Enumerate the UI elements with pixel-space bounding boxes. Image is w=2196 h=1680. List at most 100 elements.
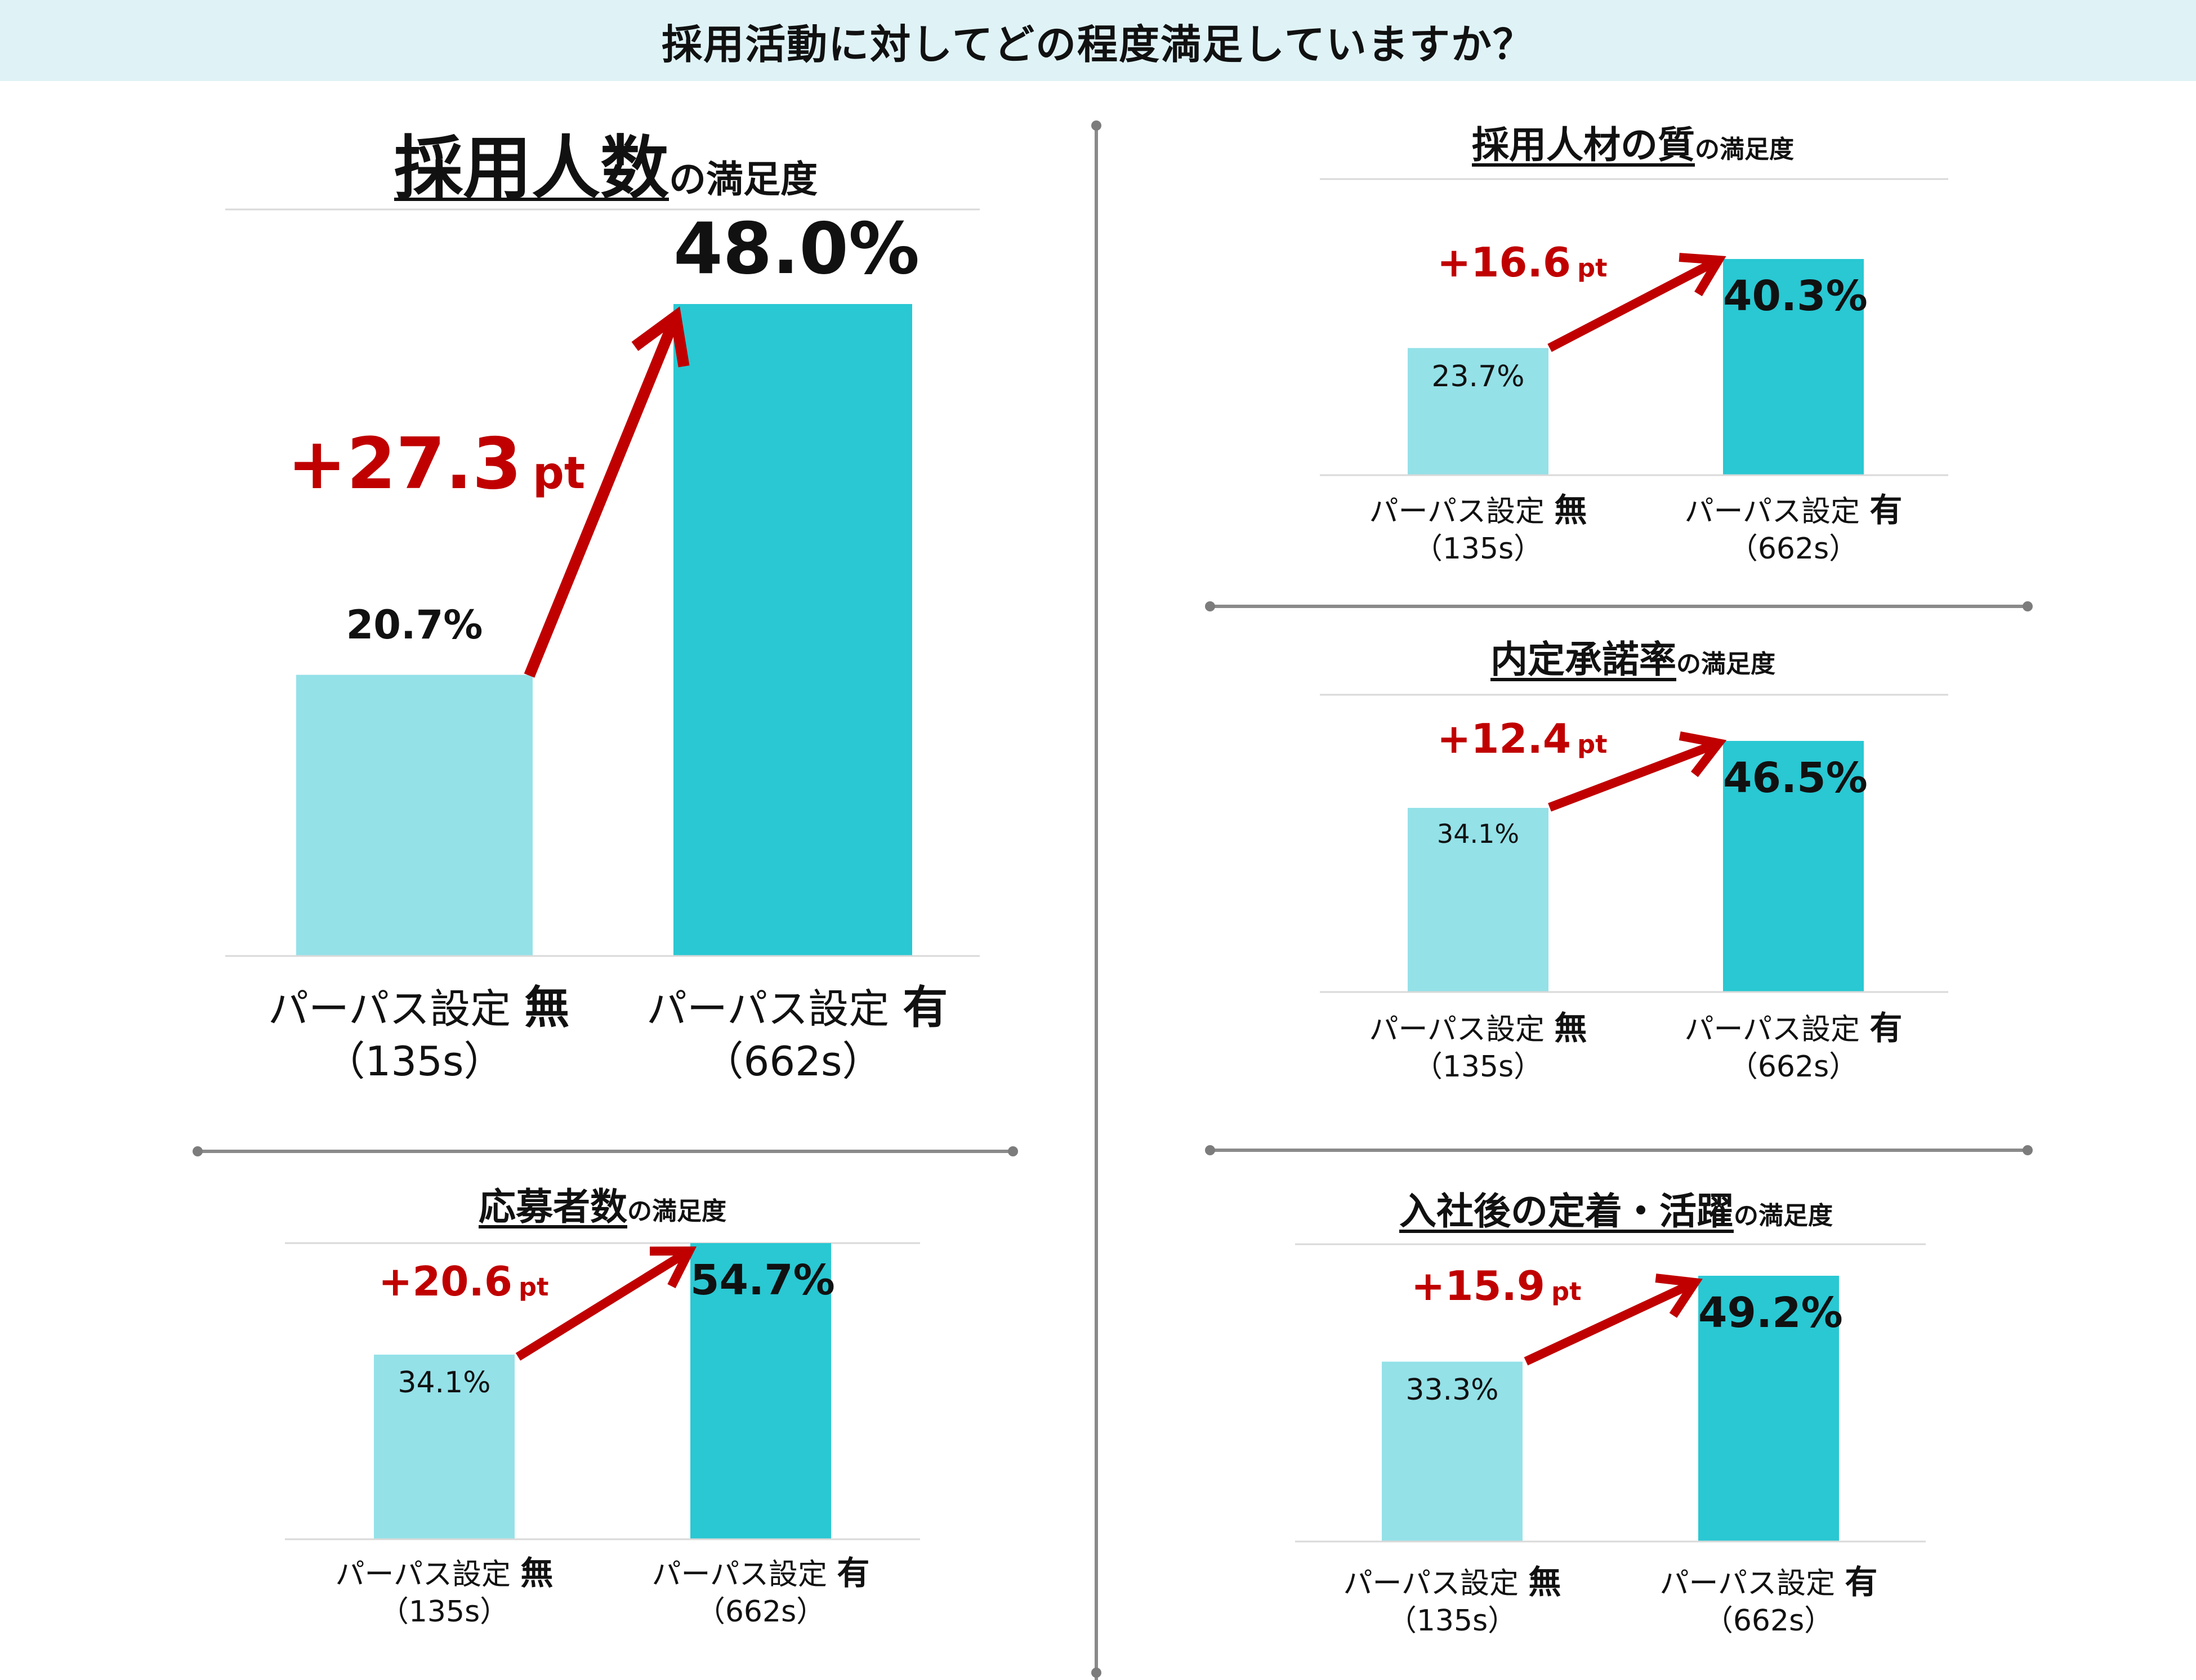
difference-value: +27.3: [287, 422, 522, 505]
chart-panel: 採用人数の満足度 20.7% パーパス設定無（135s） 48.0% パーパス設定有（6…: [191, 101, 1025, 1126]
bar-value-label: 34.1%: [398, 1366, 491, 1400]
chart-panel: 採用人材の質の満足度 23.7% パーパス設定無（135s） 40.3% パーパス設定有…: [1318, 101, 1948, 586]
divider-end-dot: [2023, 1145, 2033, 1155]
category-label: パーパス設定有（662s）: [1647, 490, 1940, 568]
category-label: パーパス設定無（135s）: [1332, 490, 1624, 568]
category-text: パーパス設定: [1659, 1567, 1836, 1601]
difference-value: +16.6: [1437, 239, 1571, 286]
bar-value-label: 49.2%: [1698, 1289, 1843, 1338]
bar-with-purpose: [1723, 741, 1864, 992]
increase-arrow-shaft: [1548, 739, 1720, 812]
increase-arrow-head: [1679, 253, 1726, 297]
chart-title-suffix: の満足度: [627, 1197, 726, 1226]
category-sample-size: （662s）: [695, 1594, 826, 1629]
increase-arrow-head: [1679, 731, 1727, 778]
chart-title-main: 応募者数: [479, 1185, 627, 1228]
category-sample-size: （135s）: [1387, 1603, 1517, 1638]
category-flag: 有: [1869, 1009, 1903, 1047]
category-name: パーパス設定有: [1647, 490, 1940, 531]
chart-plot: [1320, 694, 1948, 993]
category-name: パーパス設定無: [1332, 1008, 1624, 1049]
chart-plot: [1320, 178, 1948, 476]
chart-title-suffix: の満足度: [1676, 650, 1775, 678]
chart-title-suffix: の満足度: [669, 158, 818, 201]
question-banner: 採用活動に対してどの程度満足していますか？: [0, 0, 2196, 81]
increase-arrow-head: [1655, 1274, 1703, 1318]
increase-arrow-shaft: [1547, 256, 1721, 352]
category-sample-size: （135s）: [1413, 531, 1543, 566]
chart-title: 採用人材の質の満足度: [1318, 115, 1948, 169]
category-label: パーパス設定無（135s）: [298, 1553, 591, 1630]
difference-unit: pt: [532, 448, 586, 499]
vertical-divider: [1095, 125, 1098, 1680]
category-label: パーパス設定無（135s）: [1306, 1562, 1599, 1639]
increase-arrow-shaft: [515, 1247, 692, 1361]
category-flag: 無: [524, 981, 570, 1034]
category-name: パーパス設定有: [1622, 1562, 1915, 1603]
bar-with-purpose: [1723, 259, 1864, 475]
category-flag: 有: [837, 1554, 870, 1592]
category-sample-size: （135s）: [1413, 1049, 1543, 1084]
category-name: パーパス設定無: [1306, 1562, 1599, 1603]
difference-label: +16.6 pt: [1437, 239, 1607, 286]
chart-panel: 入社後の定着・活躍の満足度 33.3% パーパス設定無（135s） 49.2% パーパス…: [1295, 1165, 1937, 1661]
chart-title-main: 採用人材の質: [1472, 123, 1695, 167]
bar-value-label: 40.3%: [1723, 272, 1868, 321]
bar-with-purpose: [690, 1243, 831, 1539]
divider-end-dot: [1205, 1145, 1215, 1155]
category-flag: 無: [1554, 491, 1587, 529]
bar-value-label: 54.7%: [690, 1256, 835, 1305]
bar-without-purpose: [1408, 348, 1548, 475]
chart-title: 内定承諾率の満足度: [1318, 629, 1948, 683]
category-label: パーパス設定無（135s）: [268, 980, 569, 1087]
category-text: パーパス設定: [335, 1558, 511, 1592]
chart-title-main: 入社後の定着・活躍: [1399, 1190, 1734, 1233]
category-label: パーパス設定無（135s）: [1332, 1008, 1624, 1085]
category-sample-size: （135s）: [324, 1038, 505, 1085]
category-label: パーパス設定有（662s）: [646, 980, 948, 1087]
chart-plot: [285, 1242, 920, 1540]
category-name: パーパス設定有: [614, 1553, 907, 1594]
divider-end-dot: [193, 1146, 203, 1156]
category-text: パーパス設定: [1684, 495, 1860, 529]
bar-with-purpose: [1698, 1276, 1839, 1542]
category-label: パーパス設定有（662s）: [614, 1553, 907, 1630]
divider-end-dot: [1091, 1668, 1101, 1678]
difference-label: +20.6 pt: [378, 1258, 548, 1305]
category-label: パーパス設定有（662s）: [1622, 1562, 1915, 1639]
divider-end-dot: [1091, 120, 1101, 131]
category-text: パーパス設定: [1369, 495, 1545, 529]
bar-value-label: 20.7%: [346, 601, 483, 648]
category-flag: 無: [520, 1554, 554, 1592]
category-text: パーパス設定: [651, 1558, 828, 1592]
chart-panel: 内定承諾率の満足度 34.1% パーパス設定無（135s） 46.5% パーパス設定有（…: [1318, 616, 1948, 1111]
bar-value-label: 46.5%: [1723, 754, 1868, 803]
bar-without-purpose: [374, 1355, 515, 1539]
horizontal-divider: [1209, 1149, 2027, 1152]
category-sample-size: （662s）: [1728, 1049, 1859, 1084]
chart-title: 入社後の定着・活躍の満足度: [1295, 1181, 1937, 1235]
chart-title-main: 内定承諾率: [1490, 638, 1676, 681]
horizontal-divider: [1209, 605, 2027, 608]
category-text: パーパス設定: [646, 985, 890, 1033]
chart-plot: [225, 208, 980, 957]
category-name: パーパス設定無: [268, 980, 569, 1036]
chart-panel: 応募者数の満足度 34.1% パーパス設定無（135s） 54.7% パーパス設定有（6…: [282, 1165, 923, 1661]
category-sample-size: （662s）: [703, 1038, 883, 1085]
category-name: パーパス設定有: [1647, 1008, 1940, 1049]
category-flag: 無: [1528, 1563, 1561, 1601]
horizontal-divider: [197, 1150, 1012, 1153]
divider-end-dot: [1205, 601, 1215, 611]
bar-without-purpose: [1382, 1361, 1523, 1542]
category-name: パーパス設定無: [1332, 490, 1624, 531]
category-flag: 無: [1554, 1009, 1587, 1047]
difference-value: +12.4: [1437, 715, 1571, 762]
difference-unit: pt: [1551, 1277, 1582, 1306]
chart-title-suffix: の満足度: [1695, 135, 1794, 164]
category-flag: 有: [1845, 1563, 1878, 1601]
chart-title-suffix: の満足度: [1734, 1201, 1833, 1230]
category-text: パーパス設定: [1684, 1013, 1860, 1047]
bar-value-label: 48.0%: [673, 207, 920, 290]
increase-arrow-shaft: [524, 314, 681, 678]
increase-arrow-head: [649, 1246, 697, 1289]
